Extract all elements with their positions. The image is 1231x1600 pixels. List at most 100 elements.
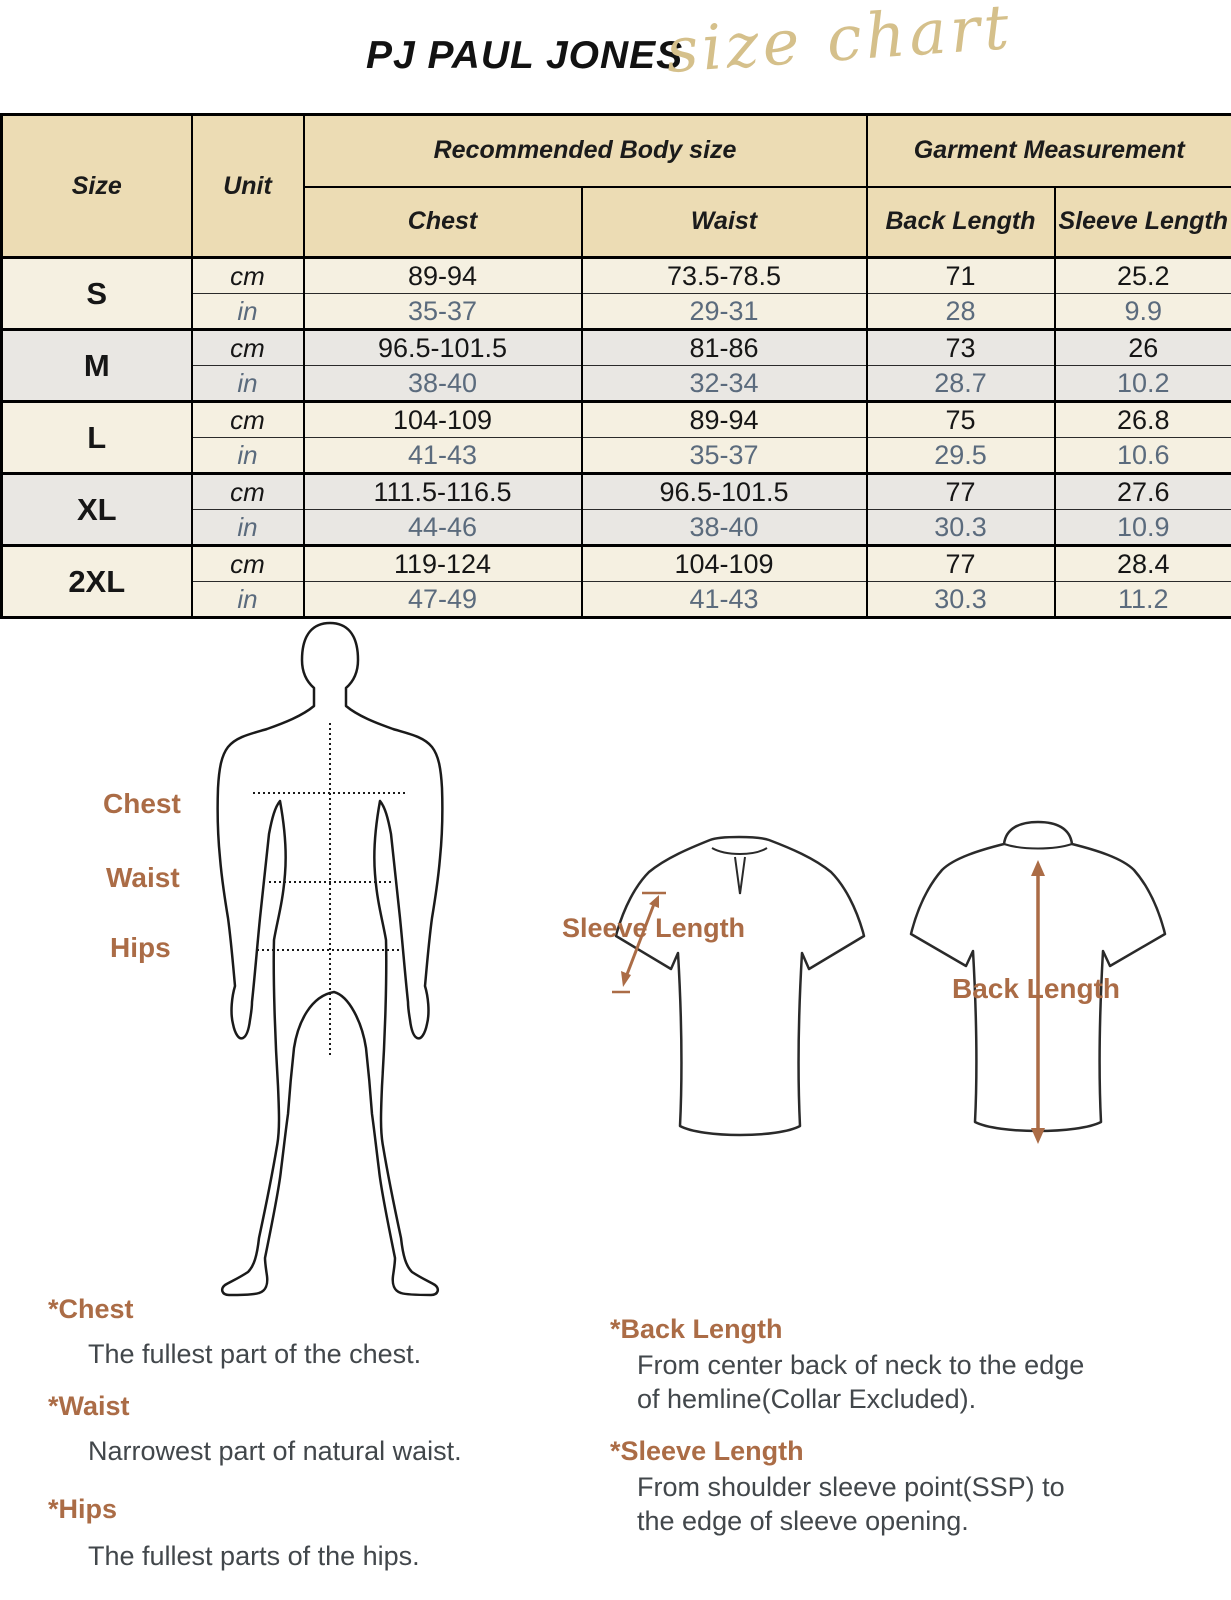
brand-title: PJ PAUL JONES (366, 34, 684, 77)
unit-cell: in (190, 437, 305, 475)
back-length-value: 73 (865, 329, 1056, 366)
table-row: L cm 104-109 89-94 75 26.8 (0, 401, 1231, 475)
table-row: in 47-49 41-43 30.3 11.2 (2, 581, 1231, 619)
unit-cell: in (190, 365, 305, 403)
note-sleeve-length-desc: From shoulder sleeve point(SSP) to the e… (637, 1472, 1065, 1536)
group-header-body: Recommended Body size (302, 114, 868, 188)
unit-cell: cm (190, 401, 305, 438)
table-row: XL cm 111.5-116.5 96.5-101.5 77 27.6 (0, 473, 1231, 547)
back-length-value: 30.3 (865, 509, 1056, 547)
col-header-unit: Unit (190, 114, 305, 259)
note-chest-label: *Chest (48, 1294, 134, 1324)
unit-cell: cm (190, 545, 305, 582)
table-row: S cm 89-94 73.5-78.5 71 25.2 (0, 257, 1231, 331)
chest-value: 111.5-116.5 (302, 473, 583, 510)
size-cell: L (0, 401, 193, 475)
sleeve-length-value: 9.9 (1053, 293, 1231, 331)
waist-value: 32-34 (580, 365, 868, 403)
size-cell: M (0, 329, 193, 403)
sleeve-length-value: 27.6 (1053, 473, 1231, 510)
unit-cell: in (190, 509, 305, 547)
body-outline (216, 621, 444, 1297)
col-header-waist: Waist (580, 186, 868, 259)
sleeve-length-label: Sleeve Length (562, 913, 746, 943)
size-cell: 2XL (0, 545, 193, 619)
note-sleeve-length-label: *Sleeve Length (610, 1436, 804, 1466)
table-row: in 44-46 38-40 30.3 10.9 (2, 509, 1231, 547)
table-row: 2XL cm 119-124 104-109 77 28.4 (0, 545, 1231, 619)
sleeve-length-value: 11.2 (1053, 581, 1231, 619)
chest-value: 104-109 (302, 401, 583, 438)
chest-value: 96.5-101.5 (302, 329, 583, 366)
back-collar-base (1003, 843, 1073, 850)
unit-cell: in (190, 581, 305, 619)
back-length-value: 29.5 (865, 437, 1056, 475)
waist-value: 89-94 (580, 401, 868, 438)
note-waist-label: *Waist (48, 1391, 130, 1421)
note-hips-label: *Hips (48, 1494, 118, 1524)
note-back-length-label: *Back Length (610, 1314, 783, 1344)
unit-cell: cm (190, 257, 305, 294)
group-header-garment: Garment Measurement (865, 114, 1231, 188)
chest-value: 38-40 (302, 365, 583, 403)
sleeve-length-value: 10.6 (1053, 437, 1231, 475)
note-hips-desc: The fullest parts of the hips. (88, 1541, 420, 1571)
back-length-value: 77 (865, 545, 1056, 582)
sleeve-length-value: 10.2 (1053, 365, 1231, 403)
script-title: size chart (663, 0, 1016, 88)
chest-value: 47-49 (302, 581, 583, 619)
unit-cell: in (190, 293, 305, 331)
unit-cell: cm (190, 473, 305, 510)
sleeve-length-value: 26 (1053, 329, 1231, 366)
body-label-waist: Waist (106, 862, 180, 893)
chest-value: 35-37 (302, 293, 583, 331)
body-label-chest: Chest (103, 788, 181, 819)
front-collar-band (711, 847, 768, 855)
back-length-value: 28 (865, 293, 1056, 331)
back-length-value: 28.7 (865, 365, 1056, 403)
table-row: in 41-43 35-37 29.5 10.6 (2, 437, 1231, 475)
size-chart-table: Size Unit Recommended Body size Garment … (0, 113, 1231, 619)
sleeve-length-value: 26.8 (1053, 401, 1231, 438)
front-collar-slit (734, 856, 746, 895)
back-length-arrow (1031, 860, 1045, 1144)
waist-value: 81-86 (580, 329, 868, 366)
chest-value: 44-46 (302, 509, 583, 547)
size-cell: S (0, 257, 193, 331)
back-length-label: Back Length (952, 973, 1121, 1004)
chest-value: 89-94 (302, 257, 583, 294)
front-shirt-outline (614, 835, 866, 1137)
table-row: in 38-40 32-34 28.7 10.2 (2, 365, 1231, 403)
back-length-value: 75 (865, 401, 1056, 438)
back-length-value: 30.3 (865, 581, 1056, 619)
waist-value: 96.5-101.5 (580, 473, 868, 510)
chest-value: 119-124 (302, 545, 583, 582)
col-header-chest: Chest (302, 186, 583, 259)
back-shirt-diagram (909, 820, 1167, 1144)
back-shirt-outline (909, 820, 1167, 1133)
note-back-length-desc: From center back of neck to the edge of … (637, 1350, 1085, 1414)
col-header-sleeve-length: Sleeve Length (1053, 186, 1231, 259)
sleeve-length-value: 28.4 (1053, 545, 1231, 582)
col-header-back-length: Back Length (865, 186, 1056, 259)
table-row: in 35-37 29-31 28 9.9 (2, 293, 1231, 331)
unit-cell: cm (190, 329, 305, 366)
col-header-size: Size (0, 114, 193, 259)
waist-value: 41-43 (580, 581, 868, 619)
waist-value: 38-40 (580, 509, 868, 547)
sleeve-length-arrow (612, 891, 666, 994)
size-cell: XL (0, 473, 193, 547)
body-label-hips: Hips (110, 932, 171, 963)
note-waist-desc: Narrowest part of natural waist. (88, 1436, 462, 1466)
waist-value: 35-37 (580, 437, 868, 475)
waist-value: 73.5-78.5 (580, 257, 868, 294)
body-figure-diagram (216, 621, 444, 1297)
chest-value: 41-43 (302, 437, 583, 475)
front-shirt-diagram (612, 835, 866, 1137)
waist-value: 29-31 (580, 293, 868, 331)
table-row: M cm 96.5-101.5 81-86 73 26 (0, 329, 1231, 403)
note-chest-desc: The fullest part of the chest. (88, 1339, 422, 1369)
sleeve-length-value: 25.2 (1053, 257, 1231, 294)
waist-value: 104-109 (580, 545, 868, 582)
